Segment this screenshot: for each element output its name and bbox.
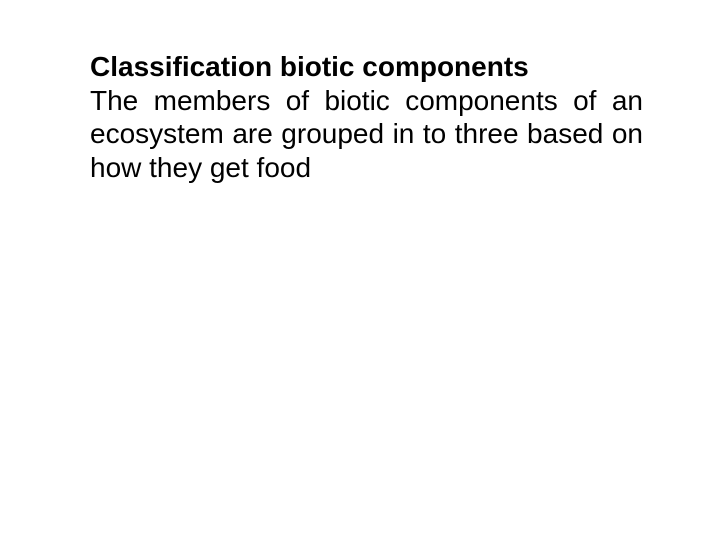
slide: Classification biotic components The mem… xyxy=(0,0,720,540)
slide-body: The members of biotic components of an e… xyxy=(90,84,643,185)
content-block: Classification biotic components The mem… xyxy=(90,50,643,184)
slide-title: Classification biotic components xyxy=(90,50,643,84)
